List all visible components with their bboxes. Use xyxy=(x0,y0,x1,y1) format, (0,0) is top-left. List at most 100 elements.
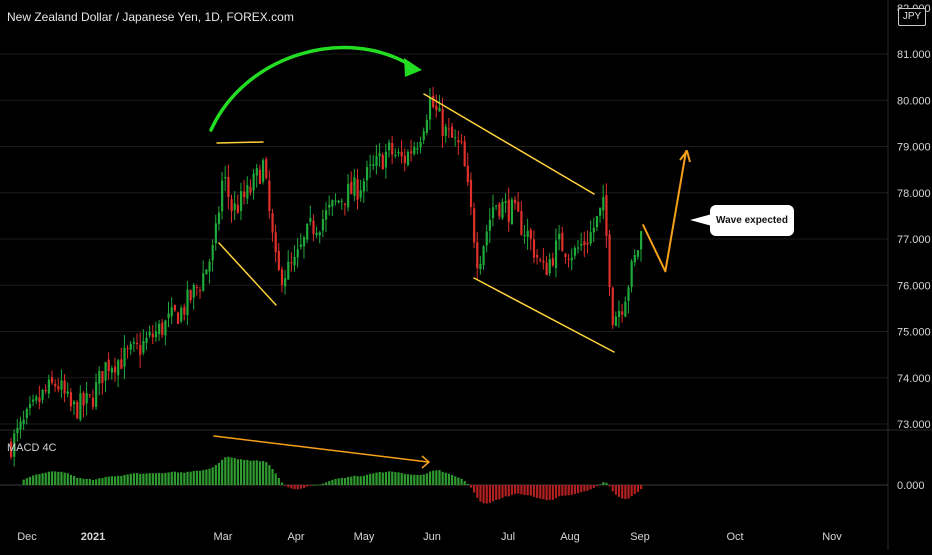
price-tick-label: 73.000 xyxy=(897,419,931,431)
macd-divergence-arrowhead xyxy=(421,455,431,469)
currency-badge[interactable]: JPY xyxy=(898,8,926,26)
range-top-line xyxy=(216,141,264,144)
macd-bar xyxy=(88,479,91,485)
macd-bar xyxy=(406,474,410,485)
macd-bar xyxy=(249,460,252,485)
macd-bar xyxy=(120,475,123,485)
candle-body xyxy=(22,419,25,424)
candle-body xyxy=(271,213,274,233)
macd-bar xyxy=(640,485,643,490)
candle-body xyxy=(517,202,520,212)
candle-body xyxy=(570,257,573,261)
macd-bar xyxy=(435,470,438,485)
macd-bar xyxy=(246,459,249,485)
macd-bar xyxy=(202,470,205,485)
macd-bar xyxy=(485,485,488,504)
candle-body xyxy=(38,397,41,403)
candle-body xyxy=(347,184,350,208)
candle-body xyxy=(586,242,589,245)
candle-body xyxy=(447,128,451,130)
candle-body xyxy=(466,165,469,183)
candle-body xyxy=(640,231,643,250)
candle-body xyxy=(25,409,28,418)
candle-body xyxy=(47,379,50,394)
candle-body xyxy=(296,249,299,258)
macd-bar xyxy=(91,479,95,485)
candle-body xyxy=(274,232,277,253)
macd-bar xyxy=(98,478,101,485)
macd-layer xyxy=(22,456,643,504)
macd-bar xyxy=(192,470,195,485)
candle-body xyxy=(416,148,419,150)
macd-bar xyxy=(268,465,271,485)
macd-bar xyxy=(189,471,192,485)
candle-body xyxy=(460,141,463,143)
macd-bar xyxy=(107,476,110,485)
macd-bar xyxy=(173,471,176,485)
candle-body xyxy=(595,216,599,228)
macd-bar xyxy=(457,477,460,485)
candle-body xyxy=(290,262,293,264)
macd-bar xyxy=(69,474,73,485)
macd-bar xyxy=(425,473,428,485)
candle-body xyxy=(173,305,176,311)
candle-body xyxy=(123,347,126,367)
macd-bar xyxy=(378,471,381,485)
macd-bar xyxy=(214,465,217,485)
candle-body xyxy=(507,199,510,222)
macd-bar xyxy=(309,485,312,486)
candle-body xyxy=(299,244,302,247)
macd-bar xyxy=(491,485,495,502)
candle-body xyxy=(536,255,539,258)
candle-body xyxy=(79,393,82,420)
macd-bar xyxy=(617,485,621,497)
macd-bar xyxy=(296,485,299,490)
macd-bar xyxy=(271,469,274,485)
time-tick-label: Oct xyxy=(726,531,743,543)
candle-body xyxy=(280,269,284,285)
macd-bar xyxy=(262,461,265,485)
macd-bar xyxy=(164,472,167,485)
candle-body xyxy=(334,200,337,202)
candle-body xyxy=(564,253,567,258)
macd-bar xyxy=(580,485,583,493)
price-tick-label: 81.000 xyxy=(897,49,931,61)
macd-bar xyxy=(221,459,224,485)
candle-body xyxy=(545,262,548,276)
macd-bar xyxy=(151,473,154,485)
macd-bar xyxy=(381,472,384,485)
macd-bar xyxy=(514,485,517,494)
macd-bar xyxy=(280,482,284,485)
macd-bar xyxy=(142,473,145,485)
macd-bar xyxy=(239,459,243,485)
macd-bar xyxy=(507,485,510,497)
macd-bar xyxy=(82,478,85,485)
macd-bar xyxy=(444,472,447,485)
candle-body xyxy=(284,277,287,287)
macd-bar xyxy=(410,474,413,485)
candle-body xyxy=(136,343,139,345)
macd-bar xyxy=(63,472,66,485)
macd-bar xyxy=(369,473,372,485)
candle-body xyxy=(435,105,438,111)
macd-bar xyxy=(510,485,514,495)
candle-body xyxy=(413,147,416,155)
candle-body xyxy=(611,287,614,325)
macd-bar xyxy=(595,485,599,487)
candle-body xyxy=(488,219,491,231)
macd-bar xyxy=(583,485,586,492)
macd-bar xyxy=(520,485,523,495)
candle-body xyxy=(356,179,359,200)
macd-bar xyxy=(113,476,117,485)
candle-body xyxy=(104,362,107,381)
candle-body xyxy=(258,169,262,184)
macd-indicator-label[interactable]: MACD 4C xyxy=(7,442,57,454)
macd-bar xyxy=(284,485,287,486)
wave-expected-callout: Wave expected xyxy=(710,205,794,236)
candle-body xyxy=(403,155,406,164)
macd-bar xyxy=(236,459,239,485)
macd-bar xyxy=(573,485,577,495)
macd-bar xyxy=(117,475,120,485)
